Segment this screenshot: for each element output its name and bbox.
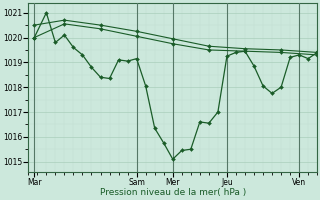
X-axis label: Pression niveau de la mer( hPa ): Pression niveau de la mer( hPa ): [100, 188, 246, 197]
